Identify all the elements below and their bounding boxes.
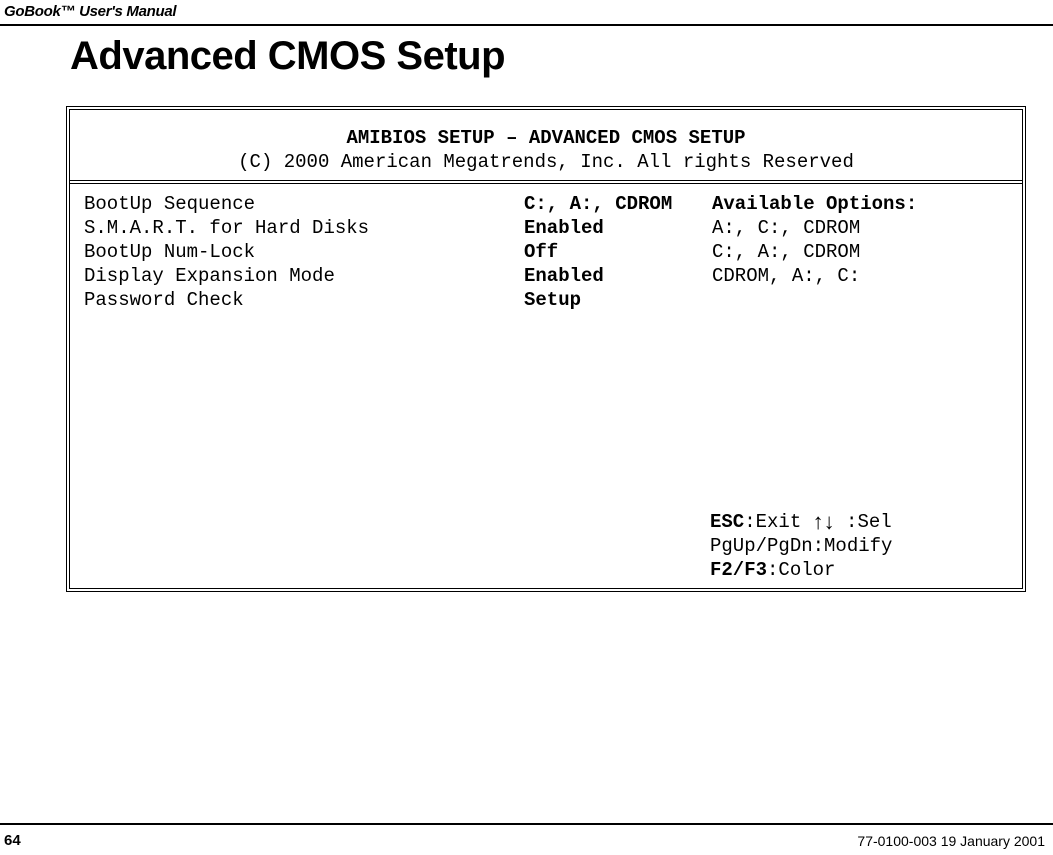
sel-text: :Sel xyxy=(835,511,892,533)
help-line-color: F2/F3:Color xyxy=(710,558,892,582)
header-rule xyxy=(0,24,1053,26)
settings-labels-column: BootUp Sequence S.M.A.R.T. for Hard Disk… xyxy=(84,192,369,312)
bios-setup-box: AMIBIOS SETUP – ADVANCED CMOS SETUP (C) … xyxy=(66,106,1026,592)
footer-right-text: 77-0100-003 19 January 2001 xyxy=(857,833,1045,849)
bios-title-line1: AMIBIOS SETUP – ADVANCED CMOS SETUP xyxy=(78,126,1014,150)
setting-label: Display Expansion Mode xyxy=(84,264,369,288)
setting-label: BootUp Num-Lock xyxy=(84,240,369,264)
setting-value: Off xyxy=(524,240,672,264)
bios-title-line2: (C) 2000 American Megatrends, Inc. All r… xyxy=(78,150,1014,174)
f-key-label: F2/F3 xyxy=(710,559,767,581)
help-keys: ESC:Exit ↑↓ :Sel PgUp/PgDn:Modify F2/F3:… xyxy=(710,510,892,582)
setting-value: Enabled xyxy=(524,216,672,240)
option-item: CDROM, A:, C: xyxy=(712,264,917,288)
page-heading: Advanced CMOS Setup xyxy=(70,34,505,79)
esc-key-label: ESC xyxy=(710,511,744,533)
help-line-esc: ESC:Exit ↑↓ :Sel xyxy=(710,510,892,534)
option-item: C:, A:, CDROM xyxy=(712,240,917,264)
setting-label: BootUp Sequence xyxy=(84,192,369,216)
bios-header: AMIBIOS SETUP – ADVANCED CMOS SETUP (C) … xyxy=(70,110,1022,184)
setting-label: S.M.A.R.T. for Hard Disks xyxy=(84,216,369,240)
doc-header-title: GoBook™ User's Manual xyxy=(4,3,176,20)
f-key-text: :Color xyxy=(767,559,835,581)
setting-value: C:, A:, CDROM xyxy=(524,192,672,216)
esc-key-text: :Exit xyxy=(744,511,812,533)
setting-value: Enabled xyxy=(524,264,672,288)
footer-rule xyxy=(0,823,1053,825)
help-line-pgupdn: PgUp/PgDn:Modify xyxy=(710,534,892,558)
options-heading: Available Options: xyxy=(712,192,917,216)
page-number: 64 xyxy=(4,832,21,849)
bios-body: BootUp Sequence S.M.A.R.T. for Hard Disk… xyxy=(70,184,1022,588)
setting-label: Password Check xyxy=(84,288,369,312)
setting-value: Setup xyxy=(524,288,672,312)
up-down-arrow-icon: ↑↓ xyxy=(813,509,835,534)
option-item: A:, C:, CDROM xyxy=(712,216,917,240)
available-options-column: Available Options: A:, C:, CDROM C:, A:,… xyxy=(712,192,917,288)
settings-values-column: C:, A:, CDROM Enabled Off Enabled Setup xyxy=(524,192,672,312)
